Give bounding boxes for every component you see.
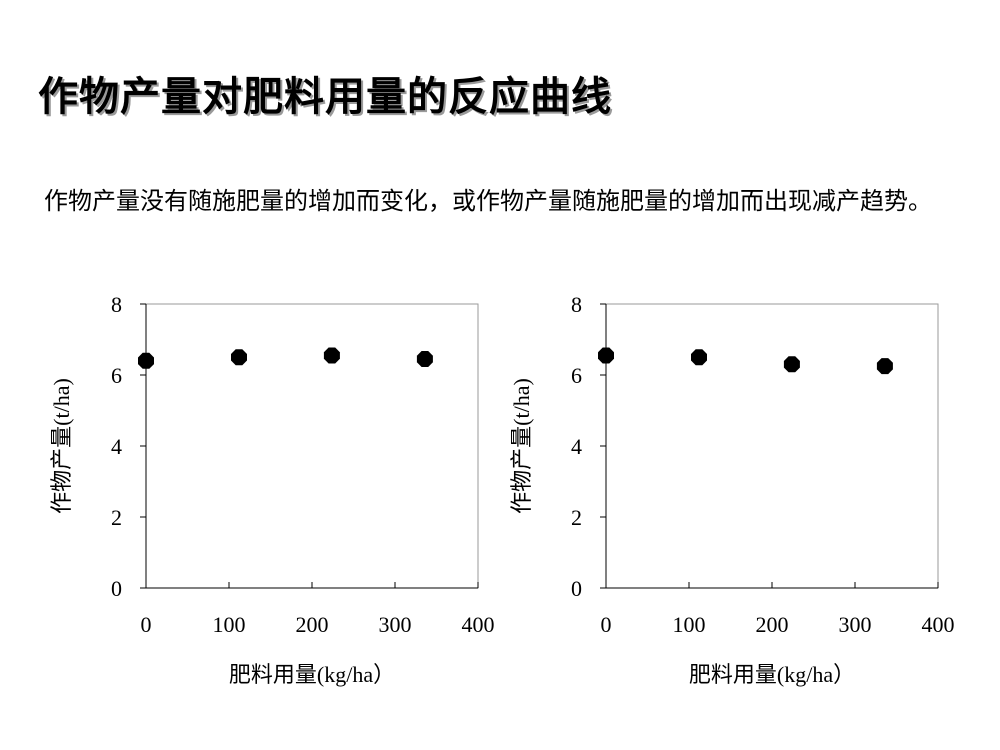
x-tick-label: 400 — [462, 612, 495, 637]
x-tick-label: 100 — [213, 612, 246, 637]
x-axis-title: 肥料用量(kg/ha） — [689, 662, 855, 687]
x-axis-title: 肥料用量(kg/ha） — [229, 662, 395, 687]
data-point — [323, 347, 340, 364]
y-tick-label: 2 — [571, 505, 582, 530]
chart-right: 0 100 200 300 400 0 2 4 6 8 肥料用量(kg/ha） 作物产量(t/ha) — [490, 280, 970, 720]
data-point — [691, 349, 707, 366]
data-point — [783, 356, 800, 373]
y-tick-label: 0 — [571, 576, 582, 601]
x-tick-label: 200 — [296, 612, 329, 637]
y-tick-label: 6 — [111, 363, 122, 388]
y-axis-title: 作物产量(t/ha) — [509, 378, 534, 514]
plot-frame — [145, 303, 479, 589]
x-tick-label: 300 — [379, 612, 412, 637]
y-axis-title: 作物产量(t/ha) — [49, 378, 74, 514]
plot-frame — [605, 303, 939, 589]
chart-left: 0 100 200 300 400 0 2 4 6 8 肥料用量(kg/ha） 作物产量(t/ha) — [30, 280, 510, 720]
x-tick-label: 100 — [673, 612, 706, 637]
x-tick-label: 300 — [839, 612, 872, 637]
y-tick-label: 2 — [111, 505, 122, 530]
data-point — [598, 347, 614, 364]
slide-title: 作物产量对肥料用量的反应曲线 — [38, 74, 612, 120]
y-tick-label: 8 — [571, 292, 582, 317]
slide-body-text: 作物产量没有随施肥量的增加而变化，或作物产量随施肥量的增加而出现减产趋势。 — [44, 187, 932, 215]
chart-svg: 0 100 200 300 400 0 2 4 6 8 肥料用量(kg/ha） 作物产量(t/ha) — [509, 292, 955, 687]
chart-svg: 0 100 200 300 400 0 2 4 6 8 肥料用量(kg/ha） 作物产量(t/ha) — [49, 292, 495, 687]
data-point — [416, 351, 433, 367]
x-tick-label: 0 — [141, 612, 152, 637]
x-tick-label: 0 — [601, 612, 612, 637]
data-point — [876, 358, 893, 375]
data-point — [138, 352, 154, 369]
y-tick-label: 8 — [111, 292, 122, 317]
data-point — [231, 349, 247, 366]
x-tick-label: 400 — [922, 612, 955, 637]
x-tick-label: 200 — [756, 612, 789, 637]
y-tick-label: 4 — [571, 434, 582, 459]
y-tick-label: 4 — [111, 434, 122, 459]
y-tick-label: 0 — [111, 576, 122, 601]
y-tick-label: 6 — [571, 363, 582, 388]
